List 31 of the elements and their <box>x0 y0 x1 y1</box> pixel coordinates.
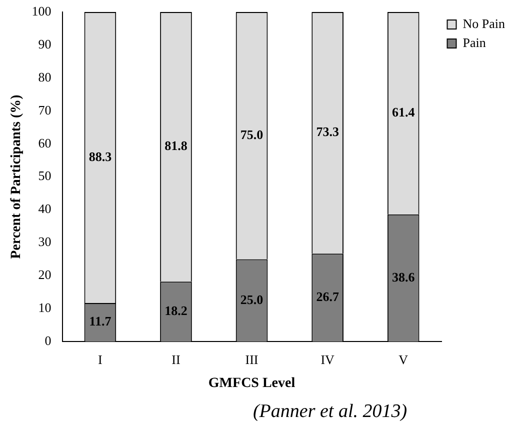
y-tick-label: 100 <box>32 3 52 18</box>
y-tick-label: 0 <box>44 333 52 348</box>
data-label: 73.3 <box>316 124 340 140</box>
text: (Panner et al. 2013) <box>252 401 408 422</box>
x-tick-label: V <box>398 352 409 367</box>
data-label: 75.0 <box>240 126 264 142</box>
data-label: 25.0 <box>240 292 264 307</box>
y-tick-label: 50 <box>38 168 52 184</box>
x-tick-label: II <box>172 352 180 367</box>
data-label: 11.7 <box>89 314 112 329</box>
data-label: 81.8 <box>164 138 188 154</box>
y-tick-label: 10 <box>38 300 52 316</box>
y-tick-label: 60 <box>38 135 52 150</box>
x-tick-label: III <box>245 352 258 367</box>
x-tick-label: IV <box>320 352 336 367</box>
data-label: 18.2 <box>164 302 188 318</box>
y-tick-label: 40 <box>38 201 52 216</box>
x-axis-title: GMFCS Level <box>208 376 296 392</box>
data-label: 88.3 <box>88 148 112 164</box>
y-tick-label: 70 <box>38 102 52 118</box>
y-axis-title: Percent of Participants (%) <box>9 94 24 259</box>
x-tick-label: I <box>98 352 102 367</box>
y-tick-label: 20 <box>38 267 52 282</box>
legend-label: Pain <box>462 34 486 50</box>
y-tick-label: 30 <box>38 234 52 250</box>
data-label: 26.7 <box>316 288 340 304</box>
legend-label: No Pain <box>462 16 506 31</box>
y-tick-label: 80 <box>38 69 52 84</box>
data-label: 61.4 <box>392 104 416 120</box>
y-tick-label: 90 <box>38 36 52 52</box>
data-label: 38.6 <box>392 269 416 284</box>
